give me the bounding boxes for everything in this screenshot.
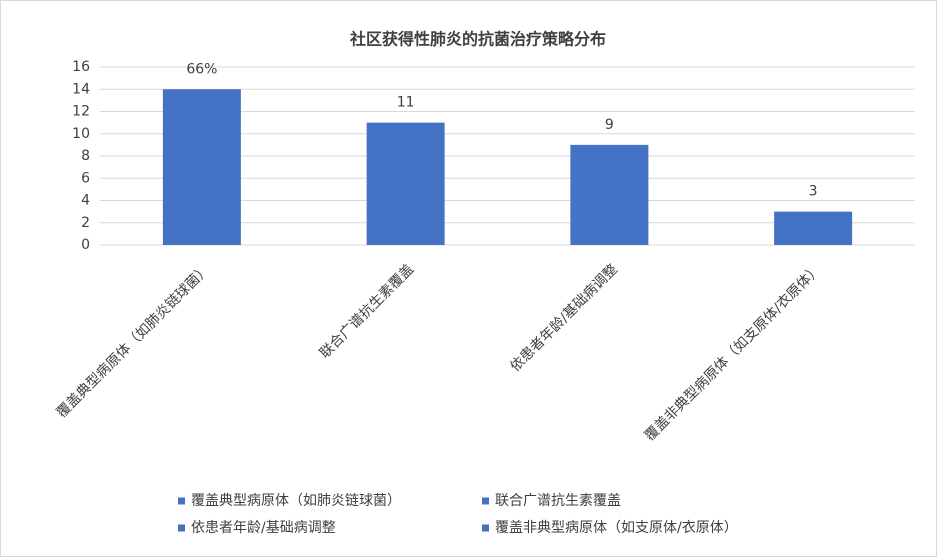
data-label: 11 xyxy=(397,95,415,111)
legend-label: 联合广谱抗生素覆盖 xyxy=(495,493,621,509)
y-tick-label: 6 xyxy=(81,170,90,186)
legend-label: 覆盖典型病原体（如肺炎链球菌） xyxy=(191,493,401,509)
legend-label: 依患者年龄/基础病调整 xyxy=(191,519,336,536)
chart-title: 社区获得性肺炎的抗菌治疗策略分布 xyxy=(349,30,606,49)
y-tick-label: 12 xyxy=(72,104,90,120)
legend-swatch xyxy=(482,497,489,505)
bar xyxy=(366,122,445,245)
y-tick-label: 4 xyxy=(81,193,90,209)
y-tick-label: 14 xyxy=(72,81,90,97)
y-tick-label: 2 xyxy=(81,215,90,231)
legend-label: 覆盖非典型病原体（如支原体/衣原体） xyxy=(495,520,738,536)
bar xyxy=(570,144,649,245)
bar xyxy=(162,89,241,245)
legend-swatch xyxy=(178,524,185,532)
legend-swatch xyxy=(482,524,489,532)
y-tick-label: 10 xyxy=(72,126,90,142)
annotation: 66% xyxy=(186,61,217,77)
legend-swatch xyxy=(178,497,185,505)
y-tick-label: 0 xyxy=(81,237,90,253)
data-label: 3 xyxy=(809,184,818,200)
bar xyxy=(774,211,853,245)
data-label: 9 xyxy=(605,117,614,133)
y-tick-label: 16 xyxy=(72,59,90,75)
y-tick-label: 8 xyxy=(81,148,90,164)
